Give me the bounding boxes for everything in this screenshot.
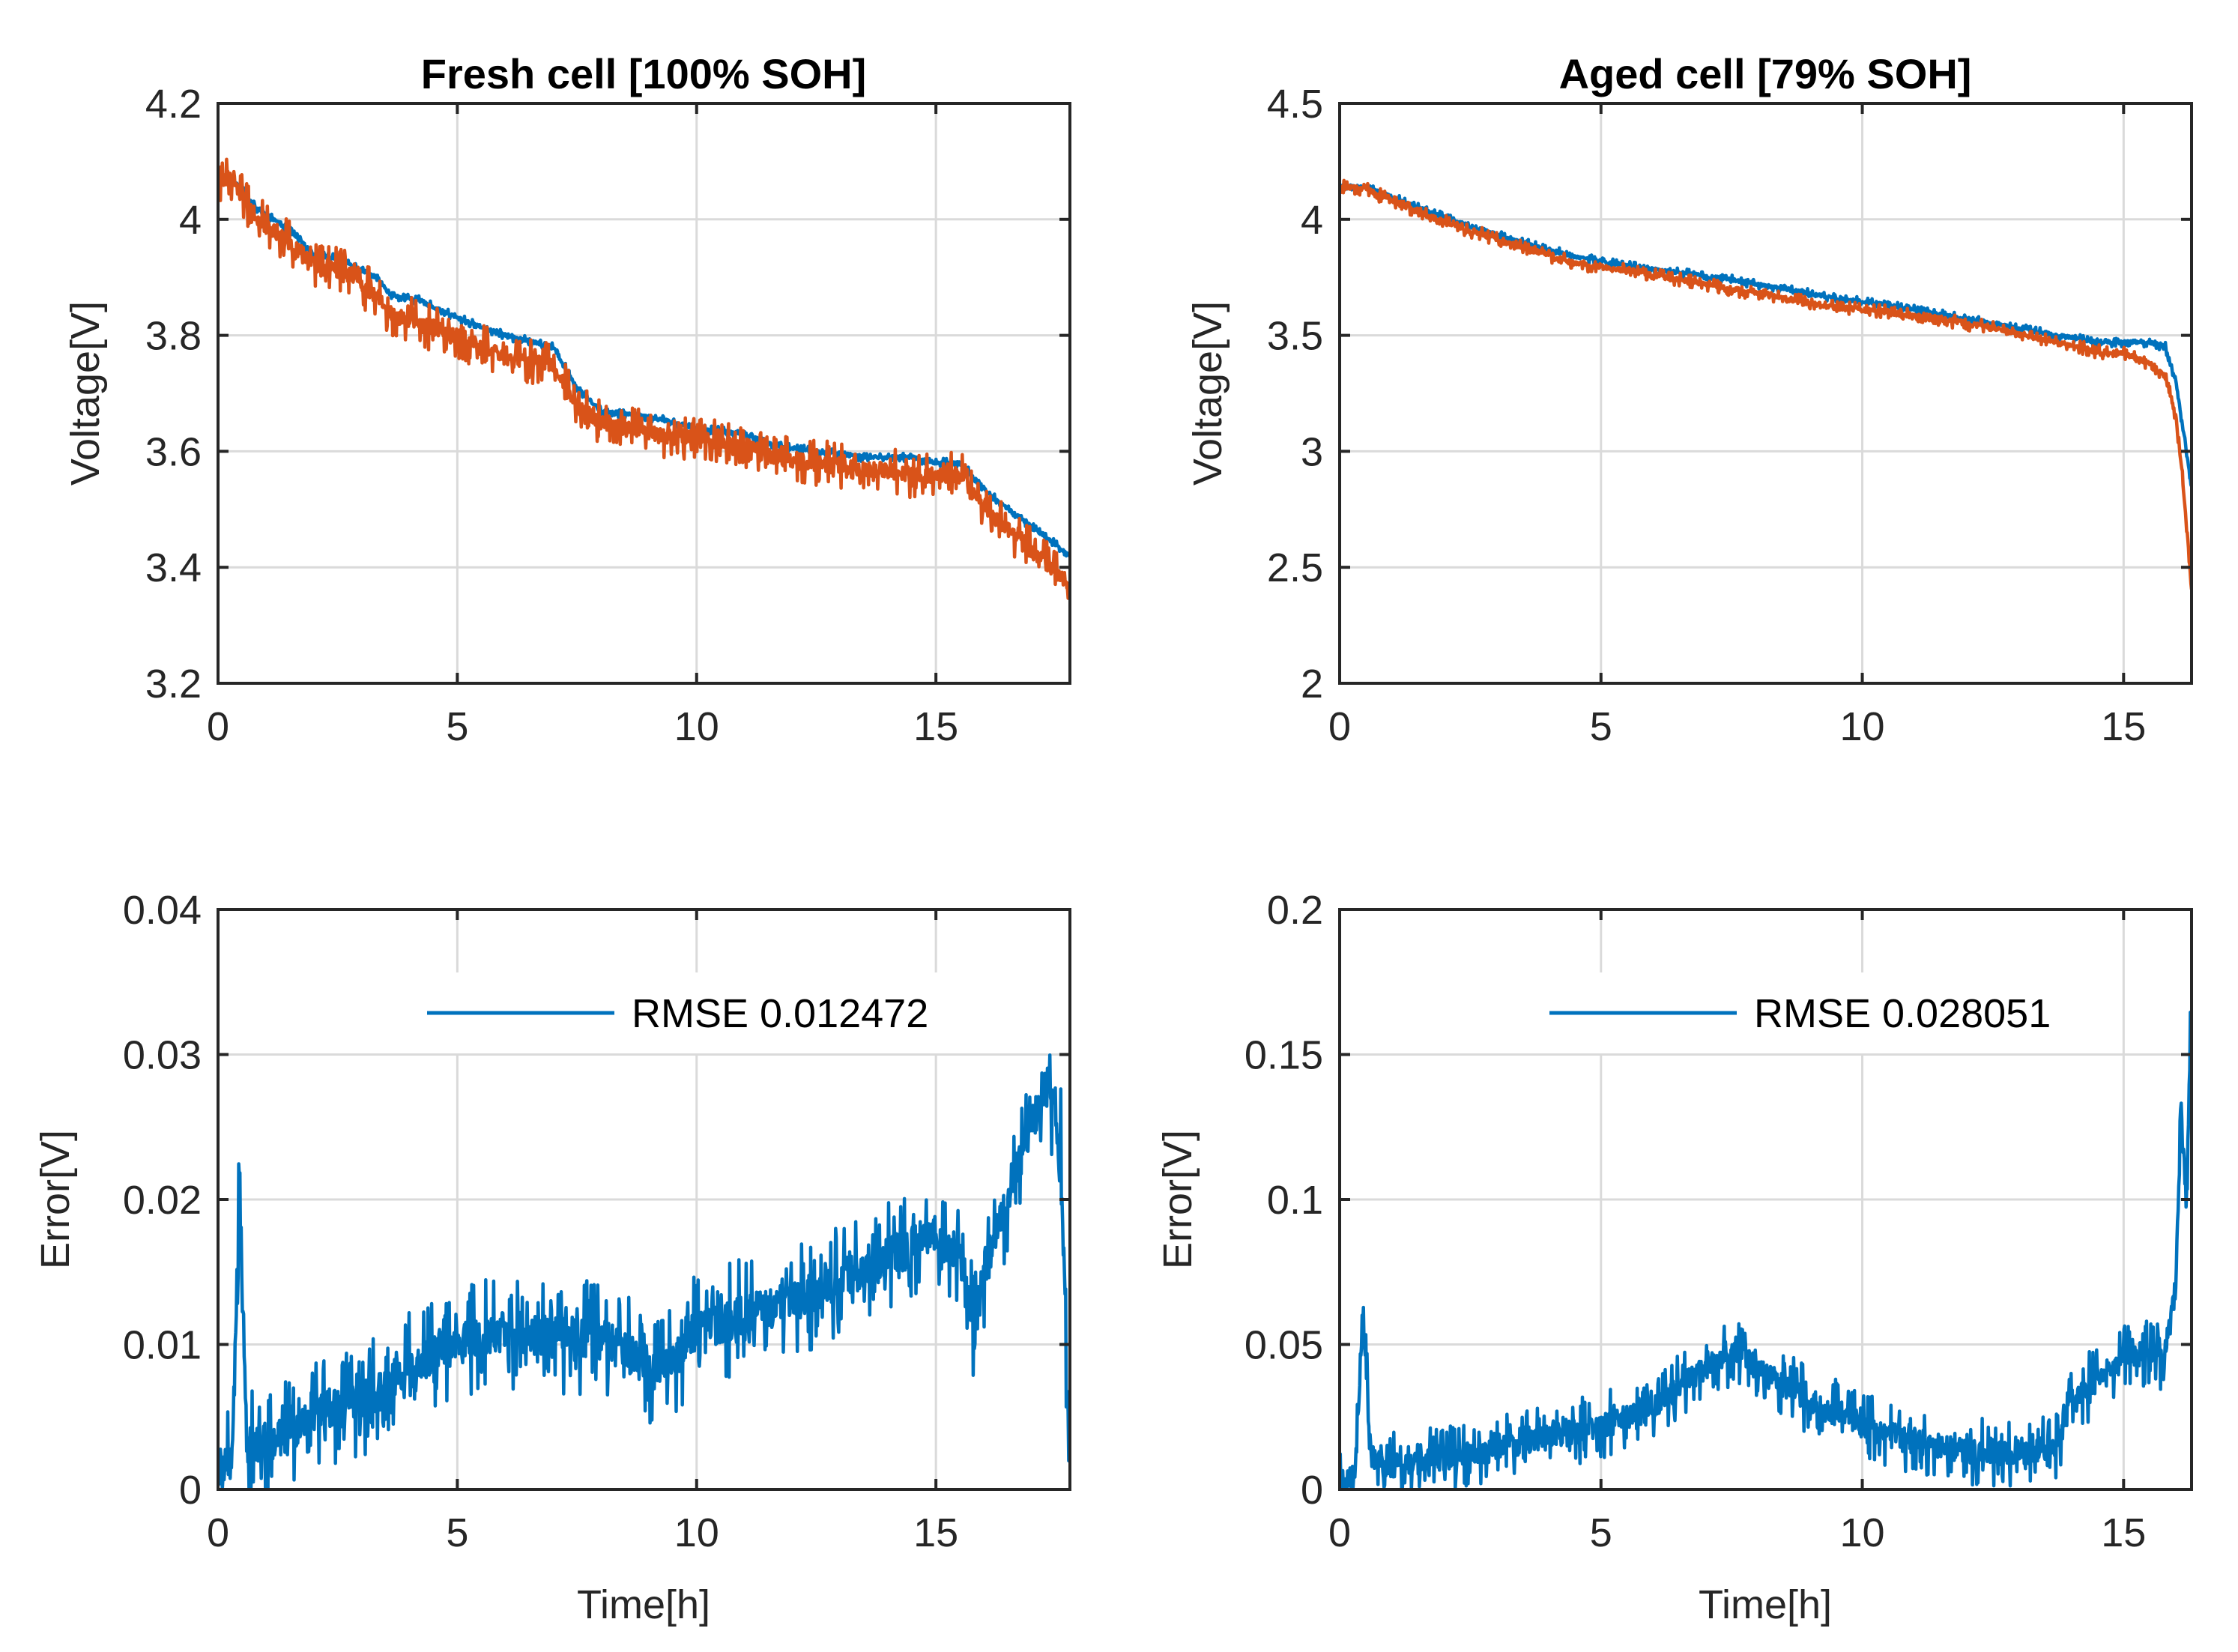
grid	[1340, 910, 2192, 1489]
y-axis-label: Voltage[V]	[1185, 301, 1230, 485]
grid	[218, 103, 1070, 683]
series-line	[218, 157, 1070, 600]
series-line	[218, 1053, 1070, 1489]
x-tick-label: 10	[1840, 704, 1885, 749]
y-tick-label: 0	[179, 1468, 202, 1513]
chart-title: Fresh cell [100% SOH]	[421, 50, 866, 97]
x-tick-label: 15	[913, 1510, 958, 1555]
axes-box	[217, 102, 1071, 685]
x-tick-label: 5	[446, 1510, 468, 1555]
x-tick-label: 5	[1590, 1510, 1612, 1555]
y-tick-label: 3.2	[145, 662, 202, 707]
grid	[1340, 103, 2192, 683]
y-tick-label: 0.1	[1267, 1178, 1323, 1223]
x-tick-label: 5	[1590, 704, 1612, 749]
y-axis-label: Error[V]	[1155, 1130, 1200, 1269]
axes-box	[1338, 102, 2193, 685]
legend-label: RMSE 0.012472	[632, 991, 928, 1036]
y-tick-label: 0.01	[123, 1323, 202, 1368]
y-tick-label: 4	[1301, 198, 1323, 243]
y-tick-label: 3.8	[145, 314, 202, 359]
panel-fresh-voltage: 0 5 10 15 3.2 3.4 3.6 3.8 4 4.2 Fresh cell [100% …	[63, 50, 1071, 749]
series-line	[1340, 1010, 2192, 1489]
panel-fresh-error: 0 5 10 15 0 0.01 0.02 0.03 0.04 Error[V] Time[h]…	[33, 888, 1071, 1627]
x-axis-label: Time[h]	[1699, 1582, 1832, 1627]
series-group	[1340, 178, 2192, 590]
x-tick-label: 0	[1328, 1510, 1351, 1555]
x-tick-label: 5	[446, 704, 468, 749]
legend-label: RMSE 0.028051	[1754, 991, 2051, 1036]
y-tick-label: 0.15	[1244, 1033, 1323, 1078]
y-tick-label: 4	[179, 198, 202, 243]
x-tick-label: 10	[674, 704, 719, 749]
y-axis-label: Error[V]	[33, 1130, 78, 1269]
x-tick-label: 0	[207, 704, 229, 749]
x-tick-label: 0	[1328, 704, 1351, 749]
series-group	[1340, 1010, 2192, 1489]
x-axis-label: Time[h]	[577, 1582, 710, 1627]
y-tick-label: 0.05	[1244, 1323, 1323, 1368]
x-tick-label: 15	[913, 704, 958, 749]
x-tick-label: 15	[2101, 704, 2146, 749]
panel-aged-error: 0 5 10 15 0 0.05 0.1 0.15 0.2 Error[V] Time[h] R…	[1155, 888, 2193, 1627]
y-tick-label: 3.5	[1267, 314, 1323, 359]
y-tick-label: 2.5	[1267, 545, 1323, 590]
y-axis-label: Voltage[V]	[63, 301, 108, 485]
legend: RMSE 0.028051	[1527, 972, 2111, 1053]
x-tick-label: 10	[1840, 1510, 1885, 1555]
chart-title: Aged cell [79% SOH]	[1559, 50, 1972, 97]
y-tick-label: 2	[1301, 662, 1323, 707]
legend: RMSE 0.012472	[405, 972, 989, 1053]
x-tick-label: 0	[207, 1510, 229, 1555]
x-tick-label: 15	[2101, 1510, 2146, 1555]
y-tick-label: 3.6	[145, 429, 202, 474]
y-tick-label: 3	[1301, 429, 1323, 474]
series-line	[1340, 178, 2192, 590]
panel-aged-voltage: 0 5 10 15 2 2.5 3 3.5 4 4.5 Aged cell [79% SOH] V…	[1185, 50, 2193, 749]
series-group	[218, 1053, 1070, 1489]
y-tick-label: 4.5	[1267, 82, 1323, 127]
y-tick-label: 0.02	[123, 1178, 202, 1223]
y-tick-label: 0.03	[123, 1033, 202, 1078]
series-group	[218, 157, 1070, 600]
y-tick-label: 0	[1301, 1468, 1323, 1513]
y-tick-label: 3.4	[145, 545, 202, 590]
y-tick-label: 0.04	[123, 888, 202, 933]
x-tick-label: 10	[674, 1510, 719, 1555]
y-tick-label: 0.2	[1267, 888, 1323, 933]
y-tick-label: 4.2	[145, 82, 202, 127]
